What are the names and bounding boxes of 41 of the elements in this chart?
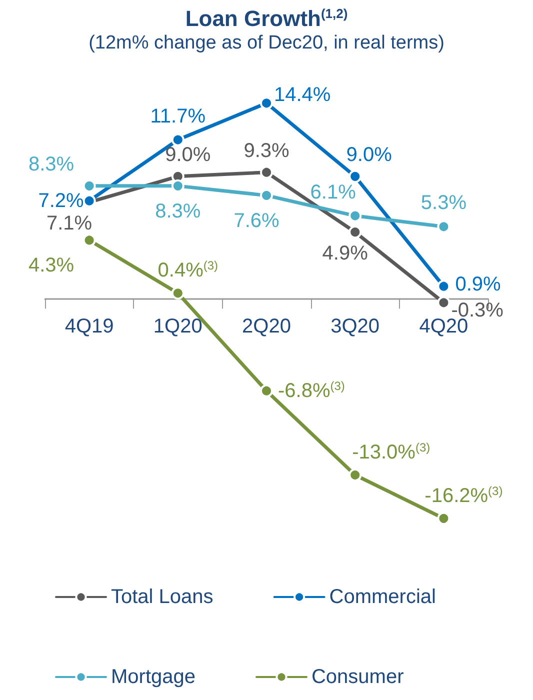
point [260,188,273,202]
legend-label: Commercial [329,586,436,608]
point [437,220,450,234]
data-label: 7.1% [46,212,92,235]
data-label: 5.3% [420,192,467,214]
data-label: 14.4% [274,84,331,106]
data-label: 9.3% [244,140,290,162]
point [437,280,450,293]
data-label: 6.1% [310,181,356,204]
data-label: 4.9% [322,242,368,265]
legend-label: Total Loans [111,586,214,608]
data-label: 8.3% [155,200,201,222]
point [82,234,96,247]
data-label: 7.2% [38,190,84,212]
legend-label: Mortgage [111,666,196,688]
point [260,166,273,179]
data-label: 9.0% [165,144,211,166]
point [437,296,450,310]
point [348,468,362,482]
point [437,512,450,525]
data-label: 9.0% [346,144,392,166]
point [260,96,273,110]
point [348,209,362,222]
point [171,286,184,300]
point [260,384,273,398]
point [348,170,362,183]
chart-subtitle: (12m% change as of Dec20, in real terms) [88,32,444,54]
x-tick-label: 4Q19 [64,316,114,338]
data-label: 0.9% [455,273,502,296]
data-label: 7.6% [234,210,280,232]
x-tick-label: 3Q20 [330,316,380,338]
data-label: 8.3% [28,153,74,176]
point [171,133,184,146]
x-tick-label: 2Q20 [242,316,291,338]
point [348,226,362,239]
data-label: 11.7% [150,105,206,128]
data-label: 4.3% [28,254,74,277]
legend-label: Consumer [311,666,404,688]
point [171,179,184,192]
x-tick-label: 1Q20 [153,316,202,338]
point [82,179,96,192]
